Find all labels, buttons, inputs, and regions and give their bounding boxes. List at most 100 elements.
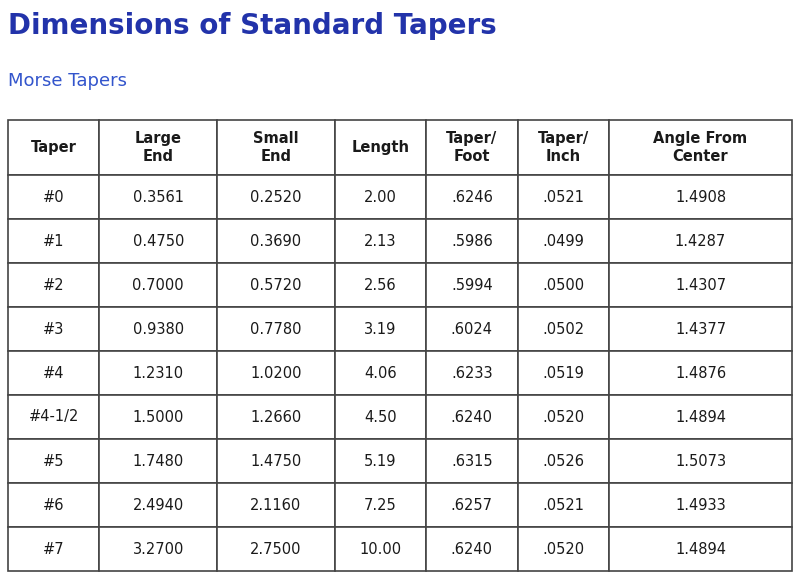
Bar [518, 439, 609, 483]
Text: Taper/
Foot: Taper/ Foot [446, 131, 498, 164]
Text: .0500: .0500 [542, 277, 584, 292]
Bar [217, 263, 334, 307]
Text: #4: #4 [43, 365, 65, 380]
Bar [217, 527, 334, 571]
Text: .0519: .0519 [542, 365, 584, 380]
Text: .6233: .6233 [451, 365, 493, 380]
Text: 4.50: 4.50 [364, 409, 397, 425]
Text: 1.4876: 1.4876 [675, 365, 726, 380]
Text: #1: #1 [43, 234, 65, 248]
Bar [8, 263, 99, 307]
Text: .5994: .5994 [451, 277, 493, 292]
Text: .6240: .6240 [451, 542, 493, 556]
Text: 1.2310: 1.2310 [133, 365, 184, 380]
Bar [99, 439, 217, 483]
Text: .0520: .0520 [542, 542, 584, 556]
Bar [334, 483, 426, 527]
Bar [518, 175, 609, 219]
Text: 0.3561: 0.3561 [133, 190, 184, 205]
Bar [426, 120, 518, 175]
Bar [518, 219, 609, 263]
Bar [609, 307, 792, 351]
Text: 1.0200: 1.0200 [250, 365, 302, 380]
Bar [426, 483, 518, 527]
Text: 1.4908: 1.4908 [675, 190, 726, 205]
Bar [8, 307, 99, 351]
Text: 1.4894: 1.4894 [675, 409, 726, 425]
Bar [518, 263, 609, 307]
Text: .6024: .6024 [451, 321, 493, 336]
Bar [609, 175, 792, 219]
Text: 3.19: 3.19 [364, 321, 397, 336]
Text: 1.4287: 1.4287 [675, 234, 726, 248]
Bar [334, 263, 426, 307]
Text: 0.9380: 0.9380 [133, 321, 184, 336]
Text: Taper: Taper [30, 140, 77, 155]
Text: .6240: .6240 [451, 409, 493, 425]
Bar [426, 263, 518, 307]
Bar [334, 395, 426, 439]
Bar [99, 175, 217, 219]
Bar [99, 263, 217, 307]
Bar [334, 175, 426, 219]
Bar [217, 483, 334, 527]
Text: Dimensions of Standard Tapers: Dimensions of Standard Tapers [8, 12, 497, 40]
Text: Length: Length [351, 140, 410, 155]
Text: 4.06: 4.06 [364, 365, 397, 380]
Bar [8, 219, 99, 263]
Bar [217, 307, 334, 351]
Text: #3: #3 [43, 321, 65, 336]
Bar [217, 395, 334, 439]
Text: .0526: .0526 [542, 454, 584, 469]
Bar [217, 219, 334, 263]
Text: #6: #6 [43, 498, 65, 513]
Bar [609, 439, 792, 483]
Bar [334, 307, 426, 351]
Bar [99, 219, 217, 263]
Bar [217, 120, 334, 175]
Bar [8, 175, 99, 219]
Bar [426, 307, 518, 351]
Text: 1.5073: 1.5073 [675, 454, 726, 469]
Text: 3.2700: 3.2700 [133, 542, 184, 556]
Bar [609, 483, 792, 527]
Bar [518, 527, 609, 571]
Text: #5: #5 [43, 454, 65, 469]
Bar [609, 219, 792, 263]
Bar [217, 351, 334, 395]
Text: 1.4894: 1.4894 [675, 542, 726, 556]
Bar [518, 120, 609, 175]
Bar [609, 395, 792, 439]
Text: 1.7480: 1.7480 [133, 454, 184, 469]
Bar [99, 351, 217, 395]
Bar [99, 483, 217, 527]
Bar [518, 351, 609, 395]
Bar [8, 439, 99, 483]
Text: 0.4750: 0.4750 [133, 234, 184, 248]
Text: 1.4933: 1.4933 [675, 498, 726, 513]
Bar [518, 483, 609, 527]
Bar [217, 439, 334, 483]
Bar [8, 395, 99, 439]
Text: 1.5000: 1.5000 [133, 409, 184, 425]
Text: 5.19: 5.19 [364, 454, 397, 469]
Text: .0502: .0502 [542, 321, 584, 336]
Bar [426, 351, 518, 395]
Bar [334, 351, 426, 395]
Bar [609, 120, 792, 175]
Text: 0.7000: 0.7000 [133, 277, 184, 292]
Text: Large
End: Large End [134, 131, 182, 164]
Text: Taper/
Inch: Taper/ Inch [538, 131, 589, 164]
Text: #0: #0 [43, 190, 65, 205]
Text: 7.25: 7.25 [364, 498, 397, 513]
Bar [426, 219, 518, 263]
Bar [426, 395, 518, 439]
Text: 1.4377: 1.4377 [675, 321, 726, 336]
Bar [334, 120, 426, 175]
Bar [518, 307, 609, 351]
Text: .5986: .5986 [451, 234, 493, 248]
Text: 2.56: 2.56 [364, 277, 397, 292]
Bar [426, 439, 518, 483]
Text: .6315: .6315 [451, 454, 493, 469]
Bar [8, 527, 99, 571]
